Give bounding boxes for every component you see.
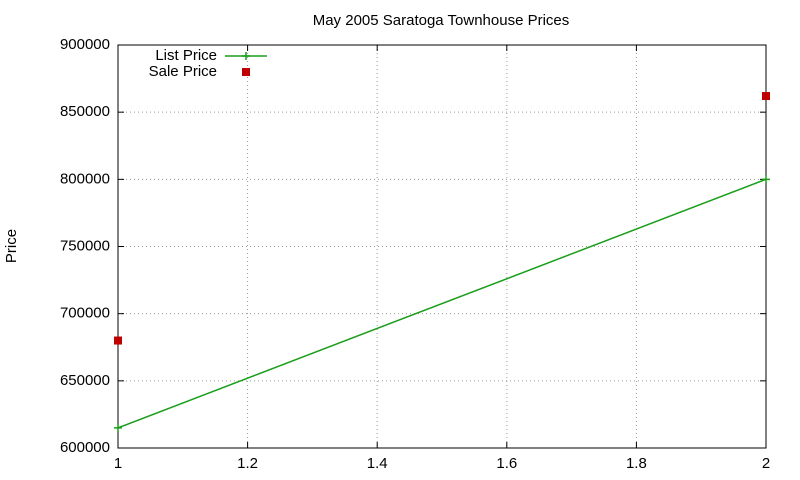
x-tick-label: 2 — [762, 455, 770, 472]
y-tick-label: 600000 — [60, 439, 110, 456]
legend-label: List Price — [155, 47, 217, 64]
point — [762, 175, 770, 184]
legend-label: Sale Price — [149, 63, 217, 80]
legend-marker — [242, 52, 250, 60]
point — [762, 92, 770, 101]
x-tick-label: 1 — [114, 455, 122, 472]
y-axis-label: Price — [3, 229, 20, 263]
chart-title: May 2005 Saratoga Townhouse Prices — [313, 12, 570, 29]
series-line — [117, 178, 767, 429]
y-tick-label: 750000 — [60, 237, 110, 254]
x-tick-label: 1.8 — [626, 455, 647, 472]
y-tick-label: 700000 — [60, 305, 110, 322]
y-tick-label: 900000 — [60, 36, 110, 53]
y-tick-label: 800000 — [60, 170, 110, 187]
point — [114, 336, 122, 345]
plot-border — [117, 44, 767, 449]
y-tick-label: 850000 — [60, 103, 110, 120]
point — [114, 423, 122, 432]
y-tick-label: 650000 — [60, 372, 110, 389]
x-tick-label: 1.2 — [237, 455, 258, 472]
legend-marker — [242, 68, 250, 76]
x-tick-label: 1.4 — [367, 455, 388, 472]
x-tick-label: 1.6 — [496, 455, 517, 472]
